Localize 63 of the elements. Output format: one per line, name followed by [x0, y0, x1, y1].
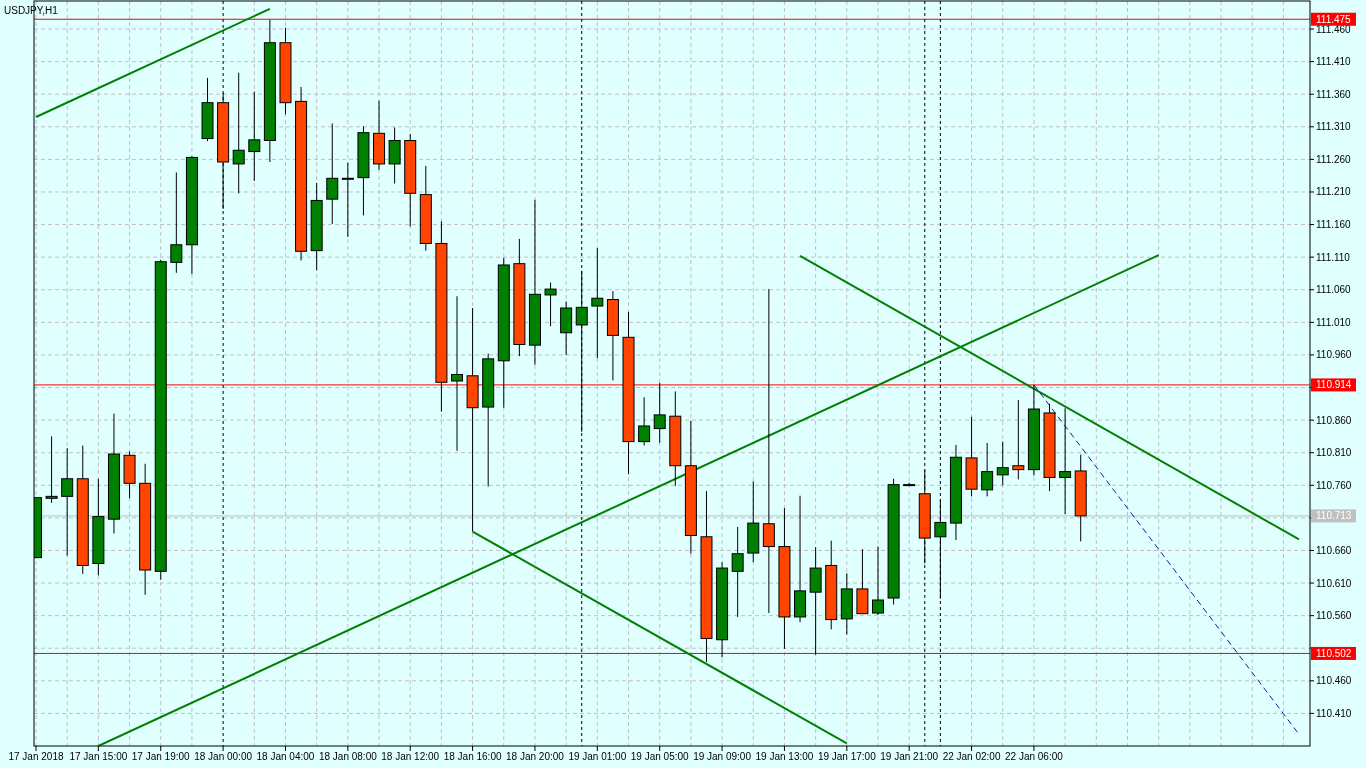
y-tick-label: 111.360: [1316, 88, 1352, 100]
candlestick: [388, 126, 401, 184]
y-tick-label: 111.010: [1316, 316, 1352, 328]
y-tick-label: 110.610: [1316, 577, 1352, 589]
candlestick: [653, 382, 666, 444]
ref-line-label: 110.914: [1316, 379, 1352, 391]
x-tick-label: 19 Jan 17:00: [817, 751, 877, 762]
candlestick: [591, 247, 604, 359]
candlestick: [638, 396, 651, 447]
y-tick-label: 111.110: [1316, 251, 1351, 263]
x-tick-label: 19 Jan 05:00: [630, 751, 690, 762]
x-tick-label: 19 Jan 09:00: [693, 751, 752, 762]
candlestick: [341, 162, 354, 238]
x-tick-label: 17 Jan 2018: [8, 751, 64, 762]
y-tick-label: 110.960: [1316, 349, 1352, 361]
ref-line-label: 110.502: [1316, 647, 1352, 659]
candlestick: [934, 499, 947, 600]
candlestick: [731, 526, 744, 618]
y-tick-label: 110.810: [1316, 447, 1352, 459]
candlestick: [1012, 399, 1025, 480]
x-tick-label: 19 Jan 13:00: [755, 751, 814, 762]
x-tick-label: 18 Jan 04:00: [256, 751, 315, 762]
x-tick-label: 22 Jan 06:00: [1005, 751, 1064, 762]
y-tick-label: 111.410: [1316, 56, 1352, 68]
candlestick: [981, 442, 994, 497]
y-tick-label: 111.260: [1316, 153, 1352, 165]
candlestick: [170, 171, 183, 274]
y-tick-label: 111.060: [1316, 284, 1352, 296]
y-tick-label: 111.160: [1316, 219, 1352, 231]
x-tick-label: 22 Jan 02:00: [942, 751, 1001, 762]
x-tick-label: 18 Jan 16:00: [443, 751, 502, 762]
candlestick: [326, 123, 339, 225]
x-tick-label: 18 Jan 20:00: [506, 751, 565, 762]
candlestick: [232, 72, 245, 194]
candlestick: [872, 546, 884, 616]
y-tick-label: 111.460: [1316, 23, 1352, 35]
y-tick-label: 110.860: [1316, 414, 1352, 426]
y-tick-label: 110.410: [1316, 707, 1352, 719]
x-tick-label: 17 Jan 19:00: [131, 751, 191, 762]
candlestick: [248, 91, 261, 182]
candlestick: [762, 288, 775, 614]
x-tick-label: 18 Jan 12:00: [381, 751, 440, 762]
x-tick-label: 19 Jan 01:00: [568, 751, 627, 762]
y-tick-label: 111.310: [1316, 121, 1352, 133]
y-tick-label: 110.460: [1316, 675, 1352, 687]
x-tick-label: 17 Jan 15:00: [69, 751, 128, 762]
candlestick: [61, 447, 74, 557]
candlestick: [544, 282, 557, 327]
y-tick-label: 111.210: [1316, 186, 1352, 198]
candlestick: [1059, 407, 1072, 515]
x-tick-label: 18 Jan 00:00: [194, 751, 253, 762]
candlestick: [996, 441, 1009, 486]
y-tick-label: 110.560: [1316, 610, 1352, 622]
candlestick: [451, 295, 463, 452]
chart-title: USDJPY,H1: [4, 5, 59, 16]
candlestick: [45, 435, 58, 504]
x-tick-label: 19 Jan 21:00: [880, 751, 939, 762]
ref-line-label: 111.475: [1316, 13, 1352, 25]
y-tick-label: 110.660: [1316, 544, 1352, 556]
y-tick-label: 110.760: [1316, 479, 1352, 491]
ref-line-label: 110.713: [1316, 510, 1352, 522]
x-tick-label: 18 Jan 08:00: [318, 751, 378, 762]
candlestick: [575, 270, 588, 433]
